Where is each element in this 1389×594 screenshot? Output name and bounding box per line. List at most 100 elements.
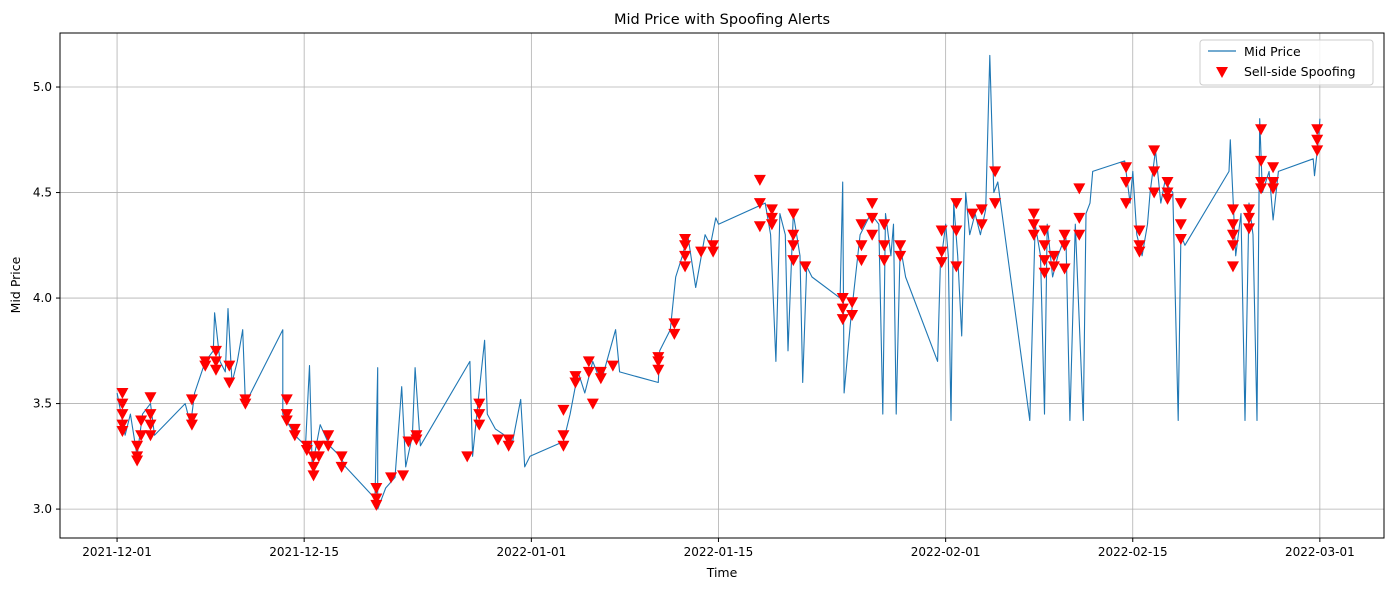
spoofing-alert-marker (502, 434, 515, 446)
spoofing-alert-marker (652, 356, 665, 368)
grid (60, 33, 1384, 538)
spoofing-alert-marker (116, 398, 129, 410)
spoofing-alert-marker (1038, 240, 1051, 252)
spoofing-alert-marker (280, 409, 293, 421)
spoofing-alert-marker (397, 470, 410, 482)
spoofing-alert-marker (1073, 229, 1086, 241)
spoofing-alert-marker (950, 261, 963, 273)
spoofing-alert-marker (753, 198, 766, 210)
spoofing-alert-marker (280, 415, 293, 427)
spoofing-alert-marker (855, 219, 868, 231)
spoofing-alert-marker (131, 440, 144, 452)
spoofing-alert-marker (116, 409, 129, 421)
spoofing-alert-marker (1311, 134, 1324, 146)
spoofing-alert-marker (1133, 246, 1146, 258)
spoofing-alert-marker (668, 328, 681, 340)
spoofing-alert-marker (1226, 240, 1239, 252)
spoofing-alert-marker (1311, 124, 1324, 136)
spoofing-alert-marker (1047, 250, 1060, 262)
x-tick-label: 2021-12-01 (82, 545, 152, 559)
spoofing-alert-marker (707, 240, 720, 252)
chart-title: Mid Price with Spoofing Alerts (614, 12, 830, 28)
spoofing-alert-marker (1161, 193, 1174, 205)
spoofing-alert-marker (878, 240, 891, 252)
spoofing-alert-marker (1311, 145, 1324, 157)
spoofing-alert-marker (765, 204, 778, 216)
spoofing-alert-marker (473, 398, 486, 410)
spoofing-alert-marker (894, 250, 907, 262)
spoofing-alert-marker (135, 430, 148, 442)
spoofing-alert-marker (866, 229, 879, 241)
spoofing-alert-marker (288, 423, 301, 435)
spoofing-alert-marker (846, 297, 859, 309)
spoofing-alert-marker (1038, 225, 1051, 237)
spoofing-alert-marker (473, 419, 486, 431)
spoofing-alert-marker (1174, 219, 1187, 231)
legend-frame (1199, 39, 1374, 86)
y-tick-label: 3.0 (33, 502, 52, 516)
spoofing-alert-marker (753, 221, 766, 233)
spoofing-alert-marker (1267, 162, 1280, 174)
spoofing-alert-marker (1267, 176, 1280, 188)
y-tick-label: 4.0 (33, 291, 52, 305)
legend-label-mid-price: Mid Price (1244, 44, 1301, 59)
axes-frame (59, 32, 1385, 539)
spoofing-alert-marker (935, 246, 948, 258)
spoofing-alert-marker (144, 409, 157, 421)
spoofing-alert-marker (335, 461, 348, 473)
spoofing-alert-marker (370, 482, 383, 494)
spoofing-alert-marker (569, 371, 582, 383)
spoofing-alert-marker (370, 499, 383, 511)
spoofing-alert-marker (1243, 204, 1256, 216)
spoofing-alert-marker (765, 219, 778, 231)
spoofing-alert-marker (1174, 198, 1187, 210)
x-tick-label: 2022-03-01 (1285, 545, 1355, 559)
spoofing-alert-marker (322, 430, 335, 442)
spoofing-alert-marker (223, 377, 236, 389)
spoofing-alert-marker (1058, 263, 1071, 275)
spoofing-alert-marker (753, 174, 766, 186)
spoofing-alert-marker (288, 430, 301, 442)
spoofing-alert-marker (410, 434, 423, 446)
spoofing-alert-marker (679, 233, 692, 245)
spoofing-alert-marker (855, 240, 868, 252)
spoofing-alert-marker (1226, 261, 1239, 273)
spoofing-alert-marker (878, 255, 891, 267)
spoofing-alert-marker (307, 470, 320, 482)
spoofing-alert-marker (1226, 204, 1239, 216)
spoofing-alert-marker (1120, 162, 1133, 174)
spoofing-alert-marker (966, 208, 979, 220)
spoofing-alert-marker (866, 212, 879, 224)
spoofing-alert-marker (1073, 212, 1086, 224)
spoofing-alert-marker (707, 246, 720, 258)
spoofing-alert-marker (1267, 183, 1280, 195)
spoofing-alert-marker (836, 293, 849, 305)
spoofing-alert-marker (1255, 176, 1268, 188)
spoofing-alert-marker (557, 430, 570, 442)
spoofing-alert-marker (461, 451, 474, 463)
spoofing-alert-marker (1133, 240, 1146, 252)
spoofing-alert-marker (935, 257, 948, 269)
spoofing-alert-marker (209, 364, 222, 376)
spoofing-alert-marker (322, 440, 335, 452)
spoofing-alert-marker (652, 364, 665, 376)
spoofing-alert-marker (385, 472, 398, 484)
spoofing-alert-marker (935, 225, 948, 237)
legend-label-sell-side-spoofing: Sell-side Spoofing (1244, 64, 1356, 79)
spoofing-alert-marker (1148, 145, 1161, 157)
spoofing-alert-marker (1255, 183, 1268, 195)
spoofing-alert-marker (1058, 240, 1071, 252)
spoofing-alert-marker (307, 461, 320, 473)
spoofing-alert-marker (989, 198, 1002, 210)
spoofing-alert-marker (1243, 223, 1256, 235)
x-tick-label: 2022-01-01 (496, 545, 566, 559)
spoofing-alert-marker (846, 309, 859, 321)
spoofing-alert-marker (135, 415, 148, 427)
y-tick-label: 5.0 (33, 80, 52, 94)
spoofing-alert-marker (1174, 233, 1187, 245)
spoofing-alert-marker (116, 426, 129, 438)
spoofing-alert-marker (1161, 187, 1174, 199)
spoofing-alert-marker (131, 455, 144, 467)
spoofing-alert-marker (116, 419, 129, 431)
spoofing-alert-marker (989, 166, 1002, 178)
